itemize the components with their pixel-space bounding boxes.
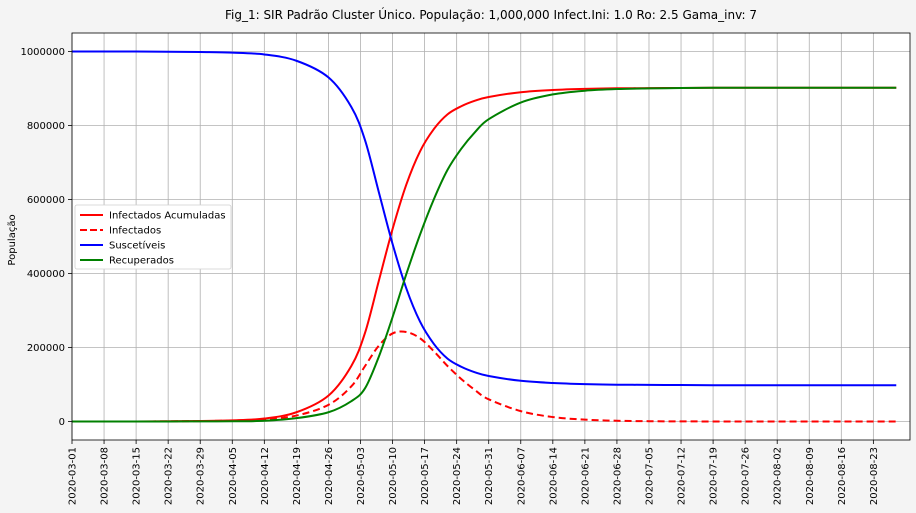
y-tick-label: 600000 xyxy=(27,195,65,206)
x-tick-label: 2020-07-26 xyxy=(741,447,752,505)
x-tick-label: 2020-05-31 xyxy=(484,447,495,505)
x-tick-label: 2020-03-08 xyxy=(100,447,111,505)
x-tick-label: 2020-07-19 xyxy=(709,447,720,505)
x-tick-label: 2020-07-05 xyxy=(644,447,655,505)
x-tick-label: 2020-03-22 xyxy=(164,447,175,505)
y-axis: 0 200000 400000 600000 800000 1000000 xyxy=(20,47,72,428)
series-layer xyxy=(72,50,897,423)
x-tick-label: 2020-04-19 xyxy=(292,447,303,505)
x-tick-label: 2020-05-10 xyxy=(388,447,399,505)
x-tick-label: 2020-04-12 xyxy=(260,447,271,505)
y-tick-label: 800000 xyxy=(27,121,65,132)
x-tick-label: 2020-06-14 xyxy=(548,447,559,505)
legend-label: Recuperados xyxy=(109,256,174,267)
x-tick-label: 2020-04-05 xyxy=(228,447,239,505)
x-tick-label: 2020-03-15 xyxy=(132,447,143,505)
x-tick-label: 2020-07-12 xyxy=(677,447,688,505)
series-suscetiveis xyxy=(72,50,897,387)
y-axis-label: População xyxy=(7,214,18,265)
x-tick-label: 2020-08-09 xyxy=(805,447,816,505)
x-tick-label: 2020-08-02 xyxy=(773,447,784,505)
x-tick-label: 2020-06-21 xyxy=(580,447,591,505)
series-recuperados xyxy=(72,86,897,423)
x-tick-label: 2020-06-28 xyxy=(612,447,623,505)
legend-label: Infectados Acumuladas xyxy=(109,211,226,222)
y-tick-label: 0 xyxy=(59,417,65,428)
legend-label: Infectados xyxy=(109,226,161,237)
legend: Infectados Acumuladas Infectados Suscetíve… xyxy=(74,204,232,270)
x-tick-label: 2020-05-03 xyxy=(356,447,367,505)
x-tick-label: 2020-05-24 xyxy=(452,447,463,505)
y-tick-label: 1000000 xyxy=(20,47,65,58)
x-tick-label: 2020-03-01 xyxy=(68,447,79,505)
x-tick-label: 2020-04-26 xyxy=(324,447,335,505)
x-tick-label: 2020-08-16 xyxy=(837,447,848,505)
legend-box xyxy=(74,204,232,270)
x-tick-label: 2020-08-23 xyxy=(869,447,880,505)
y-tick-label: 400000 xyxy=(27,269,65,280)
y-tick-label: 200000 xyxy=(27,343,65,354)
x-axis: 2020-03-01 2020-03-08 2020-03-15 2020-03-22… xyxy=(68,440,880,505)
x-tick-label: 2020-05-17 xyxy=(420,447,431,505)
x-tick-label: 2020-06-07 xyxy=(516,447,527,505)
chart-title: Fig_1: SIR Padrão Cluster Único. Populaç… xyxy=(225,7,757,22)
x-tick-label: 2020-03-29 xyxy=(196,447,207,505)
legend-label: Suscetíveis xyxy=(109,240,165,252)
plot-frame xyxy=(71,32,911,441)
